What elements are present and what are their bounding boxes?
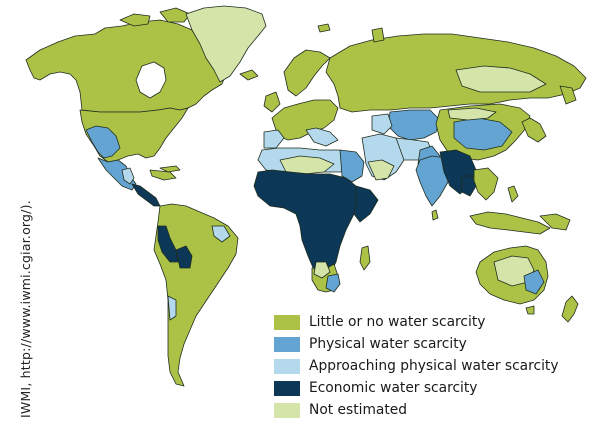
region-mongolia-not-estimated [447,107,497,121]
region-sri-lanka [431,209,439,221]
region-southeast-asia [473,167,499,201]
legend-item-not-estimated: Not estimated [274,399,596,421]
region-russia [325,33,587,113]
region-greenland [185,5,267,83]
region-british-isles [263,91,281,113]
region-southern-africa-not-estimated [313,261,331,279]
legend-label-not-estimated: Not estimated [309,402,408,418]
legend-label-little: Little or no water scarcity [309,314,486,330]
legend-label-physical: Physical water scarcity [309,336,467,352]
region-new-zealand [561,295,579,323]
swatch-not-estimated [274,402,300,418]
region-arctic-islands-2 [159,7,191,23]
region-sahel-economic [253,169,361,281]
region-madagascar [359,245,371,271]
legend-item-approaching: Approaching physical water scarcity [274,355,596,377]
region-argentina-west [167,295,177,321]
region-western-europe [271,99,339,141]
region-south-africa-physical [325,273,341,293]
region-australia-southeast-physical [523,269,545,295]
region-korea-japan [521,117,547,143]
region-scandinavia [283,49,331,97]
region-new-guinea [539,213,571,231]
region-cuba [159,165,181,173]
region-bolivia-economic [175,245,193,269]
swatch-little [274,314,300,330]
region-arctic-islands [119,13,151,27]
region-indonesia [469,211,551,235]
region-iceland [239,69,259,81]
region-north-china-physical [453,117,513,151]
region-tasmania [525,305,535,315]
legend-item-little: Little or no water scarcity [274,311,596,333]
swatch-economic [274,380,300,396]
source-credit: IWMI, http://www.iwmi.cgiar.org/). [18,200,33,418]
region-russia-steppe-not-estimated [455,65,547,93]
region-central-asia [387,109,441,141]
region-novaya-zemlya [371,27,385,43]
legend-label-economic: Economic water scarcity [309,380,478,396]
region-italy-balkans [305,127,339,147]
region-svalbard [317,23,331,33]
region-usa-southwest [85,125,121,159]
region-indochina-economic [461,175,477,197]
region-caspian-approaching [371,113,393,135]
region-kamchatka [559,85,577,105]
region-hudson-bay [135,61,167,99]
region-canada-alaska [25,19,227,113]
legend: Little or no water scarcity Physical wat… [274,311,596,421]
region-iberia [263,129,285,149]
region-philippines [507,185,519,203]
region-central-america [131,183,161,207]
region-mexico-south [121,167,135,185]
legend-label-approaching: Approaching physical water scarcity [309,358,559,374]
region-andes-economic [157,225,179,263]
region-somalia-kenya [353,185,379,223]
region-brazil-northeast [211,225,231,243]
legend-item-physical: Physical water scarcity [274,333,596,355]
region-arabia-not-estimated [367,159,395,181]
region-egypt-sudan [339,149,365,183]
swatch-approaching [274,358,300,374]
swatch-physical [274,336,300,352]
legend-item-economic: Economic water scarcity [274,377,596,399]
